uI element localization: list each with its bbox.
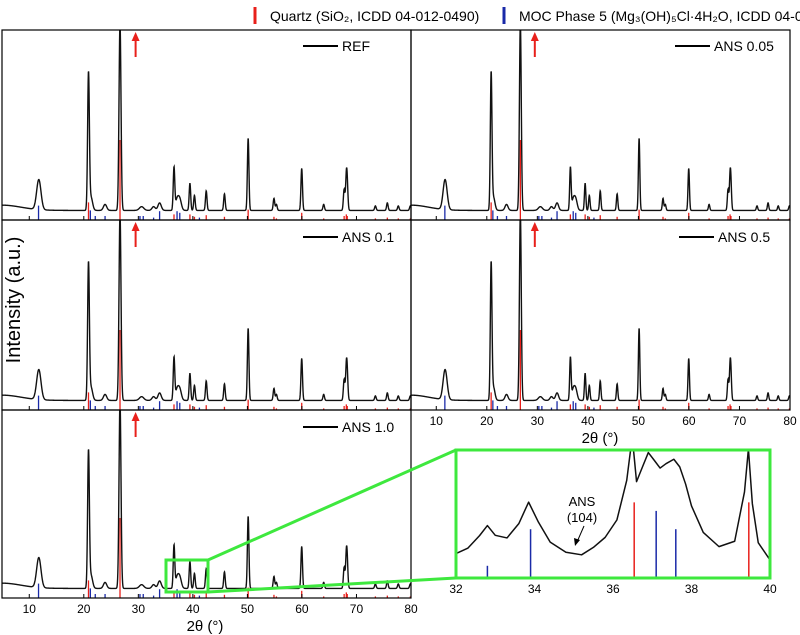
x-axis-label-left: 2θ (°) bbox=[187, 618, 224, 635]
x-tick-label: 70 bbox=[350, 602, 364, 616]
inset-x-tick-label: 40 bbox=[763, 582, 777, 596]
peak-arrow-head bbox=[131, 32, 140, 41]
diffraction-trace bbox=[2, 220, 411, 402]
legend-box-ans-01: ANS 0.1 bbox=[303, 229, 394, 245]
x-tick-label: 60 bbox=[682, 414, 696, 428]
panel-ref-plot bbox=[2, 30, 412, 220]
diffraction-trace bbox=[411, 220, 790, 402]
zoom-connectors bbox=[164, 448, 457, 594]
x-tick-label: 60 bbox=[295, 602, 309, 616]
inset-diffraction-trace bbox=[456, 450, 770, 561]
inset-clip-group bbox=[456, 450, 770, 578]
panel-ans-05-plot: 10 20 30 40 50 60 70 80 bbox=[411, 220, 797, 428]
x-tick-label: 20 bbox=[480, 414, 494, 428]
legend-box-ans-005: ANS 0.05 bbox=[675, 38, 774, 54]
peak-arrow-head bbox=[530, 32, 539, 41]
x-tick-label: 10 bbox=[430, 414, 444, 428]
x-axis-label-right: 2θ (°) bbox=[582, 430, 619, 447]
zoom-connector-top bbox=[207, 448, 457, 562]
panel-ans-10-frame bbox=[1, 409, 412, 599]
panel-ref: REF bbox=[1, 29, 412, 221]
x-tick-label: 40 bbox=[186, 602, 200, 616]
inset-background bbox=[456, 450, 770, 578]
inset-x-tick-label: 32 bbox=[449, 582, 463, 596]
inset-annotation-line1: ANS bbox=[569, 494, 596, 509]
x-tick-label: 50 bbox=[241, 602, 255, 616]
x-tick-label: 80 bbox=[404, 602, 418, 616]
peak-arrow-head bbox=[131, 412, 140, 421]
figure-legend: Quartz (SiO₂, ICDD 04-012-0490) MOC Phas… bbox=[253, 7, 800, 24]
panel-ans-005: ANS 0.05 bbox=[410, 29, 791, 221]
inset-panel: 32 34 36 38 40 ANS (104) bbox=[449, 448, 777, 596]
legend-box-ans-05: ANS 0.5 bbox=[679, 229, 770, 245]
x-tick-label: 30 bbox=[132, 602, 146, 616]
panel-ans-01: ANS 0.1 bbox=[1, 219, 412, 411]
legend-text-ans-01: ANS 0.1 bbox=[342, 229, 394, 245]
inset-x-tick-label: 38 bbox=[685, 582, 699, 596]
inset-annotation-arrowhead bbox=[574, 538, 580, 546]
legend-text-ans-005: ANS 0.05 bbox=[714, 38, 774, 54]
inset-frame bbox=[454, 448, 772, 580]
x-tick-label: 10 bbox=[23, 602, 37, 616]
diffraction-trace bbox=[411, 30, 790, 212]
x-tick-label: 40 bbox=[581, 414, 595, 428]
panel-ans-05: 10 20 30 40 50 60 70 80 ANS 0.5 2θ (°) bbox=[410, 219, 797, 447]
legend-moc-label: MOC Phase 5 (Mg₃(OH)₅Cl·4H₂O, ICDD 04-01… bbox=[519, 8, 800, 24]
x-tick-label: 20 bbox=[77, 602, 91, 616]
x-tick-label: 50 bbox=[632, 414, 646, 428]
y-axis-label: Intensity (a.u.) bbox=[3, 237, 25, 364]
panel-ans-10: 10 20 30 40 50 60 70 80 ANS 1.0 2θ (°) bbox=[1, 409, 418, 635]
legend-box-ref: REF bbox=[303, 38, 370, 54]
legend-text-ans-10: ANS 1.0 bbox=[342, 419, 394, 435]
legend-text-ans-05: ANS 0.5 bbox=[718, 229, 770, 245]
diffraction-trace bbox=[2, 30, 411, 212]
x-tick-label: 70 bbox=[733, 414, 747, 428]
zoom-region-box bbox=[164, 558, 210, 594]
legend-text-ref: REF bbox=[342, 38, 370, 54]
inset-plot: 32 34 36 38 40 bbox=[449, 450, 777, 596]
x-tick-label: 80 bbox=[783, 414, 797, 428]
inset-annotation-line2: (104) bbox=[567, 510, 597, 525]
zoom-connector-bottom bbox=[207, 576, 457, 594]
legend-box-ans-10: ANS 1.0 bbox=[303, 419, 394, 435]
inset-x-tick-label: 34 bbox=[528, 582, 542, 596]
peak-arrow-head bbox=[131, 222, 140, 231]
peak-arrow-head bbox=[530, 222, 539, 231]
inset-x-tick-label: 36 bbox=[606, 582, 620, 596]
legend-quartz-label: Quartz (SiO₂, ICDD 04-012-0490) bbox=[270, 8, 479, 24]
inset-annotation-arrow bbox=[576, 525, 585, 543]
x-tick-label: 30 bbox=[531, 414, 545, 428]
panel-ans-05-frame bbox=[410, 219, 791, 411]
